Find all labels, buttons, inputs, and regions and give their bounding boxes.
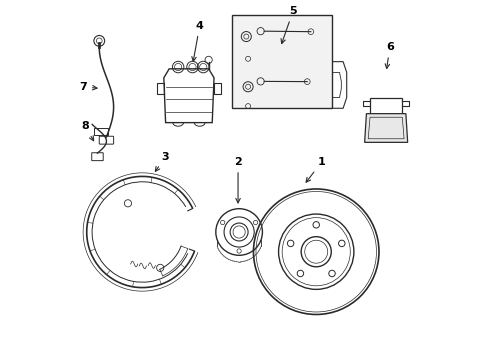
Polygon shape (364, 114, 407, 142)
Text: 1: 1 (305, 157, 325, 182)
Text: 4: 4 (191, 21, 203, 61)
Polygon shape (231, 15, 332, 108)
Text: 6: 6 (385, 42, 393, 68)
Text: 3: 3 (155, 152, 169, 171)
Text: 7: 7 (79, 82, 97, 92)
Text: 2: 2 (234, 157, 242, 203)
Text: 5: 5 (281, 6, 296, 44)
Text: 8: 8 (81, 121, 93, 141)
